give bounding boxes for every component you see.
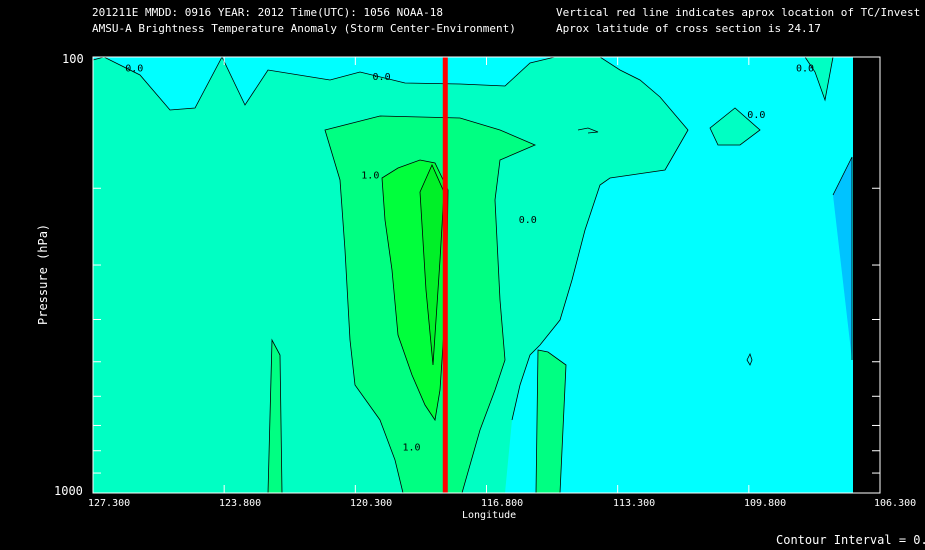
contour-interval-note: Contour Interval = 0.5K (776, 533, 925, 547)
contour-line-zero-small (709, 107, 761, 146)
contour-label-3: 0.0 (519, 215, 537, 226)
contour-line-plume-right (535, 349, 567, 494)
fill-band-plus-1-5 (420, 165, 444, 365)
contour-label-4: 0.0 (747, 110, 765, 121)
header-latitude-note: Aprox latitude of cross section is 24.17 (556, 22, 821, 35)
fill-band-zero-notch (805, 57, 833, 100)
x-tick-label-106-300: 106.300 (874, 498, 917, 509)
x-tick-label-127-300: 127.300 (88, 498, 131, 509)
contour-line-half (324, 115, 537, 494)
fill-plume-right (536, 350, 566, 493)
contour-label-5: 0.0 (796, 64, 814, 75)
contour-label-2: 1.0 (361, 171, 379, 182)
x-tick-label-123-800: 123.800 (219, 498, 262, 509)
fill-band-minus-1-0 (833, 157, 852, 360)
x-tick-label-116-800: 116.800 (481, 498, 524, 509)
contour-fills (93, 57, 880, 493)
contour-label-6: 1.0 (403, 443, 421, 454)
fill-plume-left (268, 340, 282, 493)
y-axis-label: Pressure (hPa) (36, 223, 50, 325)
contour-line-plume-left (267, 338, 283, 494)
contour-line-minus-one (832, 156, 853, 360)
x-tick-label-120-300: 120.300 (350, 498, 393, 509)
contour-line-one-half (419, 164, 445, 366)
contour-label-1: 0.0 (373, 72, 391, 83)
x-axis-label: Longitude (462, 510, 517, 521)
contour-label-0: 0.0 (125, 64, 143, 75)
header-storm-info: 201211E MMDD: 0916 YEAR: 2012 Time(UTC):… (92, 6, 443, 19)
no-data-strip (853, 57, 880, 493)
x-tick-label-109-800: 109.800 (744, 498, 787, 509)
axis-ticks (92, 57, 881, 493)
header-chart-title: AMSU-A Brightness Temperature Anomaly (S… (92, 22, 516, 35)
y-tick-label-100: 100 (62, 52, 84, 66)
header-red-line-note: Vertical red line indicates aprox locati… (556, 6, 921, 19)
x-tick-label-113-300: 113.300 (613, 498, 656, 509)
contour-labels: 0.0 0.0 1.0 0.0 0.0 0.0 1.0 (125, 64, 814, 454)
contour-line-tiny-loop (577, 127, 599, 134)
contour-line-zero-notch (804, 56, 834, 102)
fill-band-zero-small (710, 108, 760, 145)
contour-line-dot (746, 352, 753, 366)
contour-line-one (381, 159, 449, 422)
y-tick-label-1000: 1000 (54, 484, 83, 498)
